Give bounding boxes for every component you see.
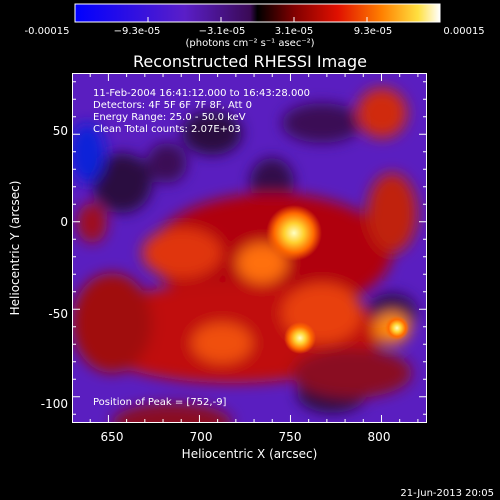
- x-axis-label: Heliocentric X (arcsec): [181, 447, 318, 461]
- chart-title: Reconstructed RHESSI Image: [133, 52, 367, 71]
- colorbar-units: (photons cm⁻² s⁻¹ asec⁻²): [185, 38, 315, 49]
- annotation-time-range: 11-Feb-2004 16:41:12.000 to 16:43:28.000: [93, 88, 311, 99]
- footer-date: 21-Jun-2013 20:05: [400, 488, 494, 499]
- annotation-peak-position: Position of Peak = [752,-9]: [93, 397, 227, 408]
- heatmap-image: [72, 73, 427, 423]
- x-tick-label: 700: [189, 430, 213, 444]
- y-tick-label: -50: [48, 307, 68, 321]
- annotation-clean-counts: Clean Total counts: 2.07E+03: [93, 124, 241, 135]
- colorbar-tick-label: −3.1e-05: [198, 26, 246, 37]
- y-tick-label: -100: [40, 397, 68, 411]
- annotation-detectors: Detectors: 4F 5F 6F 7F 8F, Att 0: [93, 100, 253, 111]
- colorbar: [74, 3, 441, 23]
- plot-area: 11-Feb-2004 16:41:12.000 to 16:43:28.000…: [72, 73, 427, 423]
- colorbar-tick-label: 3.1e-05: [274, 26, 314, 37]
- x-tick-label: 750: [278, 430, 302, 444]
- annotation-energy-range: Energy Range: 25.0 - 50.0 keV: [93, 112, 246, 123]
- colorbar-tick-label: 9.3e-05: [353, 26, 393, 37]
- colorbar-tick-label: -0.00015: [24, 26, 70, 37]
- x-tick-label: 650: [100, 430, 124, 444]
- x-tick-label: 800: [367, 430, 391, 444]
- colorbar-tick-label: −9.3e-05: [113, 26, 161, 37]
- y-tick-label: 50: [52, 124, 68, 138]
- colorbar-tick-label: 0.00015: [443, 26, 485, 37]
- y-tick-label: 0: [60, 215, 68, 229]
- y-axis-label: Heliocentric Y (arcsec): [8, 180, 22, 316]
